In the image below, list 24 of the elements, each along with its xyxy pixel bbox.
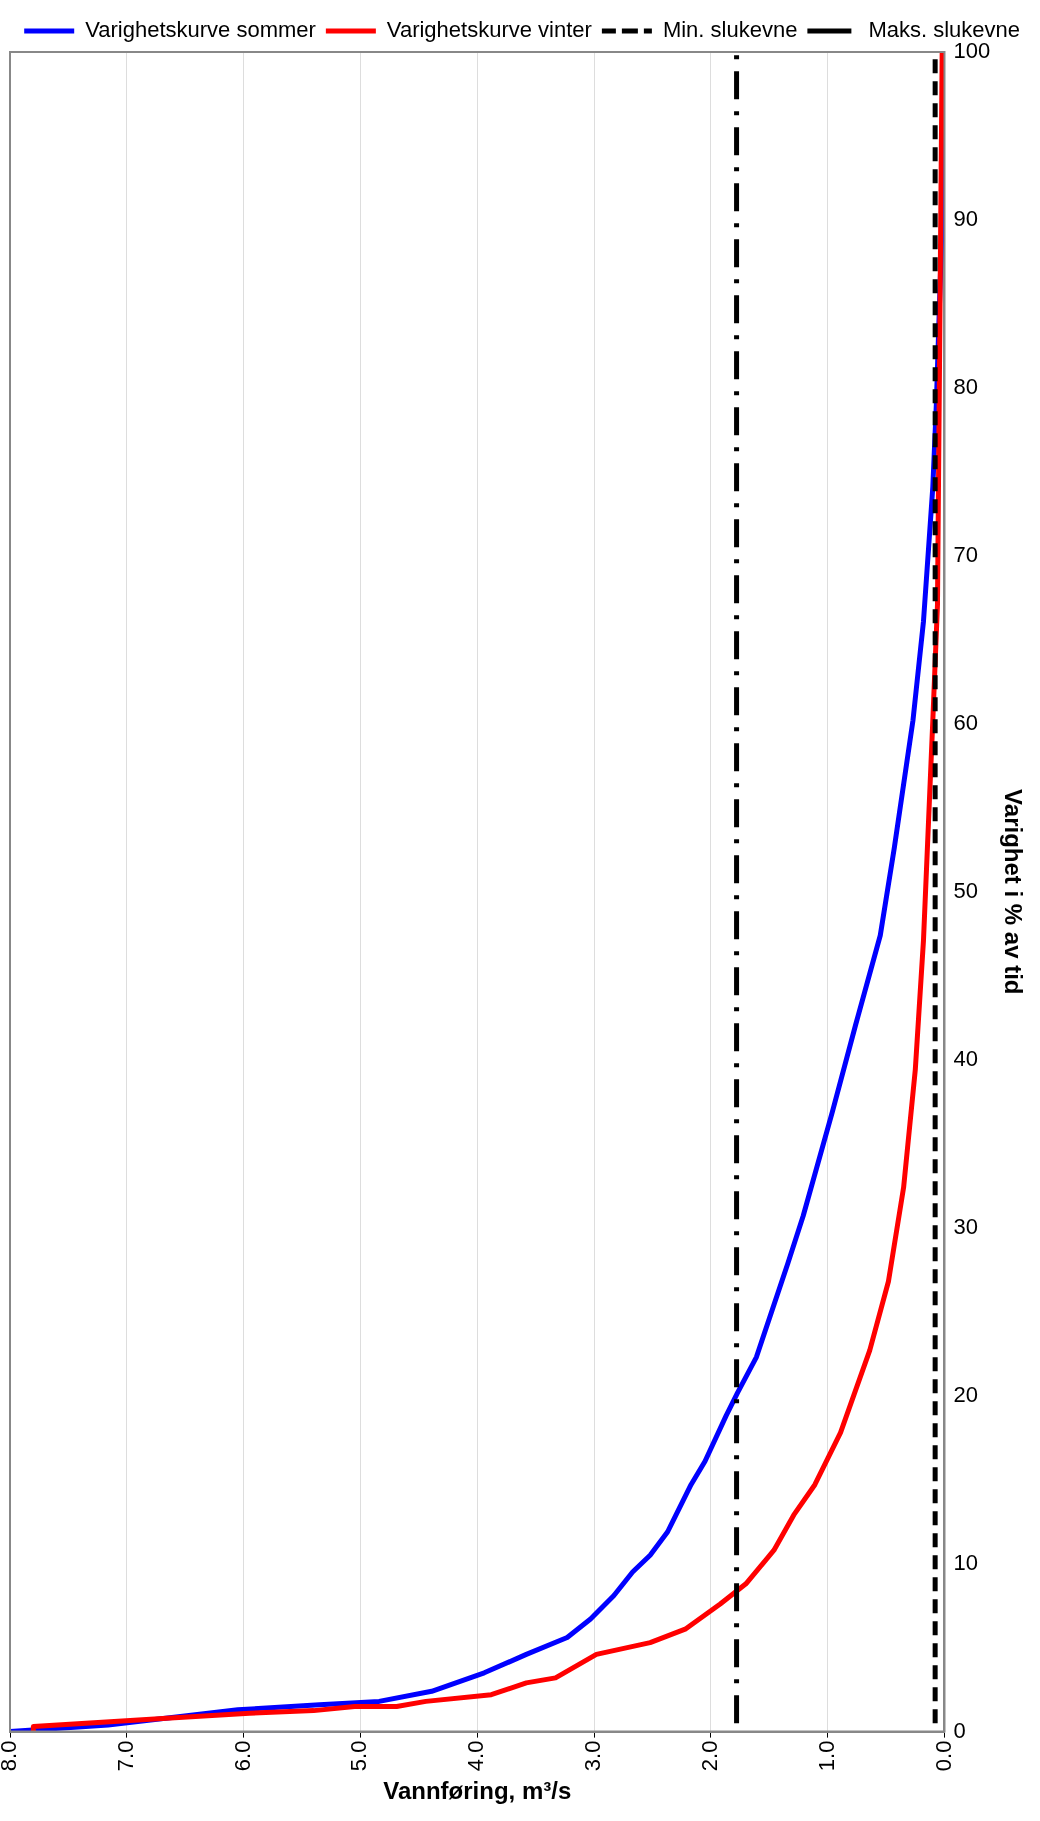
y-tick-label: 80 bbox=[953, 373, 978, 399]
x-tick-label: 3.0 bbox=[580, 1740, 606, 1772]
legend-label: Varighetskurve sommer bbox=[85, 17, 316, 43]
legend-label: Varighetskurve vinter bbox=[386, 17, 592, 43]
x-tick-label: 8.0 bbox=[0, 1740, 22, 1772]
x-tick-label: 0.0 bbox=[930, 1740, 956, 1772]
x-tick-label: 7.0 bbox=[112, 1740, 138, 1772]
y-tick-label: 90 bbox=[953, 206, 978, 232]
y-tick-label: 30 bbox=[953, 1213, 978, 1239]
x-tick-label: 4.0 bbox=[463, 1740, 489, 1772]
y-tick-label: 20 bbox=[953, 1381, 978, 1407]
legend-label: Min. slukevne bbox=[662, 17, 798, 43]
x-tick-label: 2.0 bbox=[696, 1740, 722, 1772]
y-tick-label: 70 bbox=[953, 541, 978, 567]
x-tick-label: 6.0 bbox=[229, 1740, 255, 1772]
x-tick-label: 1.0 bbox=[813, 1740, 839, 1772]
y-tick-label: 60 bbox=[953, 709, 978, 735]
y-tick-label: 0 bbox=[953, 1717, 966, 1743]
y-tick-label: 40 bbox=[953, 1045, 978, 1071]
x-tick-label: 5.0 bbox=[346, 1740, 372, 1772]
y-tick-label: 50 bbox=[953, 877, 978, 903]
y-axis-title: Varighet i % av tid bbox=[999, 789, 1027, 995]
y-tick-label: 10 bbox=[953, 1549, 978, 1575]
x-axis-title: Vannføring, m³/s bbox=[383, 1777, 572, 1805]
